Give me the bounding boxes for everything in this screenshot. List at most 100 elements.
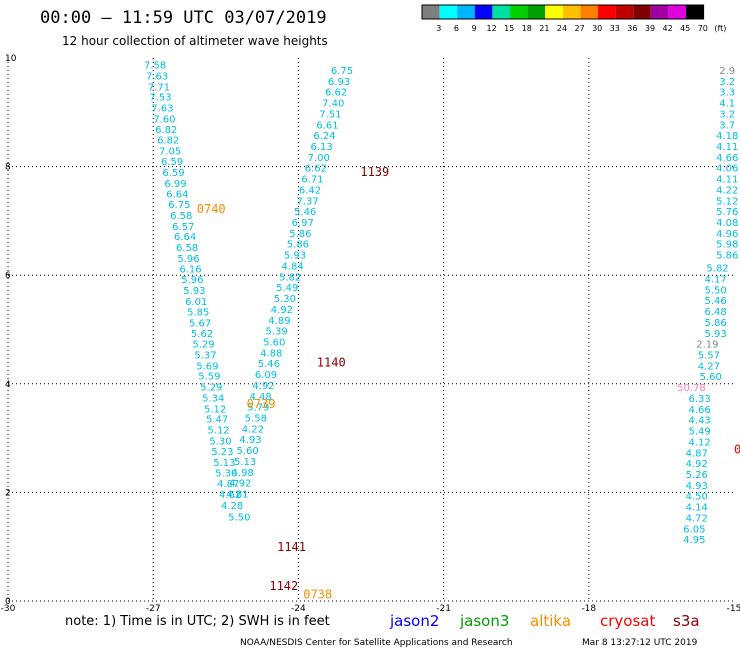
- wave-height-value: 4.22: [242, 424, 264, 435]
- wave-height-value: 6.59: [162, 168, 184, 179]
- wave-height-value: 6.48: [704, 307, 726, 318]
- footer-timestamp: Mar 8 13:27:12 UTC 2019: [582, 638, 698, 648]
- color-legend: 3 6 9 12 15 18 21 24 27 30 33 36 39 42 45 70 (ft): [421, 4, 726, 33]
- legend-swatch: [457, 5, 475, 19]
- legend-swatch: [474, 5, 493, 19]
- wave-height-value: 6.62: [325, 88, 347, 99]
- mission-label: cryosat: [600, 612, 655, 630]
- pass-annotations: 0740 0739 0738 1139 1140 1141 1142 01: [197, 165, 740, 601]
- wave-height-value: 5.46: [294, 207, 316, 218]
- pass-time-label: 0739: [247, 397, 276, 411]
- wave-height-value: 5.46: [258, 359, 280, 370]
- legend-label: 33: [610, 24, 620, 33]
- wave-height-value: 5.62: [191, 329, 213, 340]
- legend-label: 36: [627, 24, 637, 33]
- axes: -30 -27 -24 -21 -18 -15 0 2 4 6 8 10: [1, 54, 740, 614]
- y-tick-label: 2: [5, 488, 11, 498]
- wave-height-value: 4.12: [689, 437, 711, 448]
- y-tick-label: 8: [5, 163, 11, 173]
- wave-height-value: 5.93: [183, 286, 205, 297]
- wave-height-value: 6.42: [299, 185, 321, 196]
- wave-height-value: 6.01: [185, 297, 207, 308]
- wave-height-value: 5.86: [289, 229, 311, 240]
- mission-label: altika: [530, 612, 571, 630]
- wave-height-value: 6.58: [176, 243, 198, 254]
- wave-height-value: 6.05: [683, 524, 705, 535]
- wave-height-value: 4.88: [260, 348, 282, 359]
- wave-height-value: 4.18: [716, 131, 738, 142]
- wave-height-value: 6.75: [331, 66, 353, 77]
- wave-height-value: 6.75: [168, 200, 190, 211]
- wave-height-value: 4.1: [719, 99, 735, 110]
- legend-swatch: [562, 5, 581, 19]
- wave-height-value: 7.63: [151, 103, 173, 114]
- wave-height-value: 4.72: [686, 513, 708, 524]
- wave-height-value: 7.40: [322, 99, 344, 110]
- wave-height-value: 7.60: [153, 114, 175, 125]
- wave-height-value: 4.81: [226, 490, 248, 501]
- wave-height-value: 5.96: [181, 275, 203, 286]
- wave-height-value: 5.49: [689, 427, 711, 438]
- legend-label: 27: [575, 24, 585, 33]
- x-tick-label: -30: [1, 604, 16, 614]
- legend-label: 39: [645, 24, 655, 33]
- wave-height-value: 6.93: [328, 77, 350, 88]
- y-tick-label: 6: [5, 271, 11, 281]
- wave-height-value: 4.66: [716, 153, 738, 164]
- legend-label: 6: [454, 24, 459, 33]
- wave-height-value: 5.50: [704, 285, 726, 296]
- wave-height-value: 7.58: [144, 61, 166, 72]
- wave-height-value: 5.93: [704, 329, 726, 340]
- wave-height-value: 5.39: [265, 327, 287, 338]
- wave-height-value: 3.2: [719, 77, 735, 88]
- wave-height-value: 5.29: [192, 340, 214, 351]
- wave-height-value: 5.86: [287, 240, 309, 251]
- wave-height-value: 3.3: [719, 88, 735, 99]
- x-tick-label: -18: [581, 604, 596, 614]
- wave-height-value: 5.26: [686, 470, 708, 481]
- wave-height-value: 4.14: [686, 503, 708, 514]
- mission-label: jason2: [389, 612, 439, 630]
- wave-height-value: 6.61: [316, 120, 338, 131]
- wave-height-value: 4.93: [239, 435, 261, 446]
- wave-height-value: 7.51: [319, 109, 341, 120]
- wave-height-value: 5.50: [228, 512, 250, 523]
- legend-swatch: [510, 5, 528, 19]
- legend-label: 12: [487, 24, 497, 33]
- wave-height-value: 5.57: [698, 351, 720, 362]
- wave-height-value: 2.19: [696, 340, 718, 351]
- wave-height-value: 7.05: [159, 146, 181, 157]
- wave-height-value: 5.58: [245, 414, 267, 425]
- wave-height-value: 6.99: [164, 179, 186, 190]
- data-marks: 7.587.637.717.537.637.606.826.827.056.59…: [144, 61, 738, 547]
- legend-label: 24: [557, 24, 567, 33]
- wave-height-value: 4.27: [698, 361, 720, 372]
- legend-swatch: [422, 5, 440, 19]
- wave-height-value: 4.22: [716, 185, 738, 196]
- wave-height-value: 4.96: [716, 229, 738, 240]
- wave-height-value: 4.87: [217, 479, 239, 490]
- legend-label: 9: [471, 24, 476, 33]
- wave-height-value: 4.95: [683, 535, 705, 546]
- wave-height-value: 5.23: [211, 447, 233, 458]
- wave-height-value: 7.53: [149, 93, 171, 104]
- legend-label: 45: [680, 24, 690, 33]
- wave-height-value: 4.92: [229, 479, 251, 490]
- wave-height-value: 4.48: [250, 392, 272, 403]
- legend-label: 18: [522, 24, 532, 33]
- mission-legend: jason2 jason3 altika cryosat s3a: [389, 612, 700, 630]
- wave-height-value: 5.67: [189, 318, 211, 329]
- wave-height-value: 4.89: [268, 316, 290, 327]
- pass-time-label: 1140: [317, 355, 346, 369]
- x-tick-label: -21: [436, 604, 451, 614]
- legend-swatch: [545, 5, 563, 19]
- wave-height-value: 4.87: [686, 448, 708, 459]
- wave-height-value: 6.64: [166, 189, 188, 200]
- wave-height-value: 4.43: [689, 416, 711, 427]
- footer-note: note: 1) Time is in UTC; 2) SWH is in fe…: [65, 614, 330, 629]
- y-tick-label: 4: [5, 380, 11, 390]
- wave-height-value: 4.17: [704, 275, 726, 286]
- wave-height-value: 5.60: [236, 446, 258, 457]
- wave-height-value: 4.84: [281, 261, 303, 272]
